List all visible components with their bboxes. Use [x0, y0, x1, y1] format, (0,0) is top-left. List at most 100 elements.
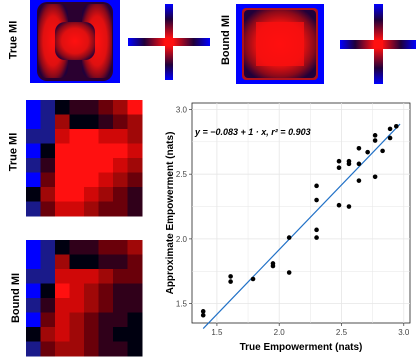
true-mi-grid-map [26, 100, 143, 217]
heatmap-cell [113, 254, 128, 270]
data-point [387, 126, 393, 132]
data-point [336, 165, 342, 171]
true-mi-h-map [30, 0, 120, 83]
heatmap-cell [55, 240, 70, 255]
x-tick-label: 2.0 [274, 328, 286, 337]
heatmap-cell [113, 129, 128, 144]
heatmap-cell [40, 143, 56, 159]
heatmap-cell [127, 201, 143, 217]
heatmap-cell [98, 327, 114, 342]
heatmap-cell [127, 254, 143, 270]
heatmap-cell [98, 172, 114, 188]
heatmap-cell [40, 201, 56, 217]
heatmap-cell [40, 187, 56, 202]
heatmap-cell [55, 158, 70, 173]
y-tick-label: 2.0 [176, 235, 188, 244]
heatmap-cell [98, 129, 114, 144]
heatmap-cell [40, 158, 56, 173]
heatmap-cell [127, 172, 143, 188]
heatmap-cell [26, 312, 41, 328]
heatmap-cell [55, 312, 70, 328]
heatmap-cell [127, 100, 143, 115]
heatmap-cell [113, 269, 128, 284]
top-heatmaps [30, 0, 416, 84]
x-axis-title: True Empowerment (nats) [240, 342, 363, 353]
heatmap-cell [26, 240, 41, 255]
heatmap-cell [40, 100, 56, 115]
data-point [380, 148, 385, 154]
heatmap-cell [98, 187, 114, 202]
heatmap-cell [84, 327, 99, 342]
data-point [228, 274, 233, 279]
heatmap-cell [69, 240, 85, 255]
x-tick-label: 1.5 [211, 328, 223, 337]
heatmap-cell [26, 100, 41, 115]
heatmap-cell [40, 327, 56, 342]
heatmap-cell [55, 201, 70, 217]
heatmap-cell [69, 129, 85, 144]
x-tick-labels: 1.5 2.0 2.5 3.0 [211, 323, 410, 337]
data-point [314, 197, 319, 203]
heatmap-cell [113, 283, 128, 299]
heatmap-cell [113, 312, 128, 328]
heatmap-cell [69, 312, 85, 328]
heatmap-cell [84, 100, 99, 115]
heatmap-cell [55, 283, 70, 299]
bound-mi-cross-map [340, 4, 416, 84]
heatmap-cell [127, 298, 143, 313]
heatmap-cell [55, 254, 70, 270]
heatmap-cell [127, 283, 143, 299]
heatmap-cell [98, 158, 114, 173]
heatmap-cell [69, 283, 85, 299]
heatmap-cell [98, 269, 114, 284]
heatmap-cell [84, 283, 99, 299]
data-point [314, 235, 319, 240]
true-mi-cross-map [128, 4, 210, 80]
empowerment-scatter-chart: 1.5 2.0 2.5 3.0 1.5 2.0 2.5 3.0 y = −0.083 + 1… [165, 102, 411, 353]
heatmap-cell [40, 269, 56, 284]
heatmap-cell [84, 201, 99, 217]
heatmap-cell [84, 312, 99, 328]
heatmap-cell [69, 201, 85, 217]
grid-lines [192, 103, 410, 323]
data-point [356, 161, 362, 167]
heatmap-cell [113, 341, 128, 357]
heatmap-cell [127, 327, 143, 342]
heatmap-cell [55, 327, 70, 342]
heatmap-cell [113, 298, 128, 313]
heatmap-cell [26, 283, 41, 299]
heatmap-cell [40, 298, 56, 313]
heatmap-cell [69, 100, 85, 115]
heatmap-cell [84, 187, 99, 202]
data-point [314, 183, 319, 189]
heatmap-cell [26, 269, 41, 284]
bound-mi-grid-map [26, 240, 143, 357]
heatmap-cell [55, 143, 70, 159]
data-points [200, 123, 399, 318]
heatmap-cell [69, 254, 85, 270]
heatmap-cell [113, 143, 128, 159]
heatmap-cell [55, 100, 70, 115]
heatmap-cell [127, 114, 143, 130]
heatmap-cell [98, 254, 114, 270]
heatmap-cell [98, 341, 114, 357]
data-point [314, 227, 319, 233]
data-point [250, 276, 256, 282]
y-tick-label: 3.0 [176, 105, 188, 114]
heatmap-cell [84, 254, 99, 270]
heatmap-cell [113, 114, 128, 130]
data-point [228, 279, 233, 284]
bound-mi-h-map [236, 4, 324, 84]
data-point [365, 149, 370, 155]
heatmap-cell [127, 269, 143, 284]
heatmap-cell [127, 158, 143, 173]
heatmap-cell [26, 254, 41, 270]
heatmap-cell [55, 341, 70, 357]
heatmap-cell [98, 201, 114, 217]
data-point [270, 261, 276, 266]
heatmap-cell [26, 327, 41, 342]
heatmap-cell [55, 172, 70, 188]
grid-heatmaps [26, 100, 143, 357]
heatmap-cell [40, 172, 56, 188]
y-axis-title: Approximate Empowerment (nats) [165, 132, 176, 295]
